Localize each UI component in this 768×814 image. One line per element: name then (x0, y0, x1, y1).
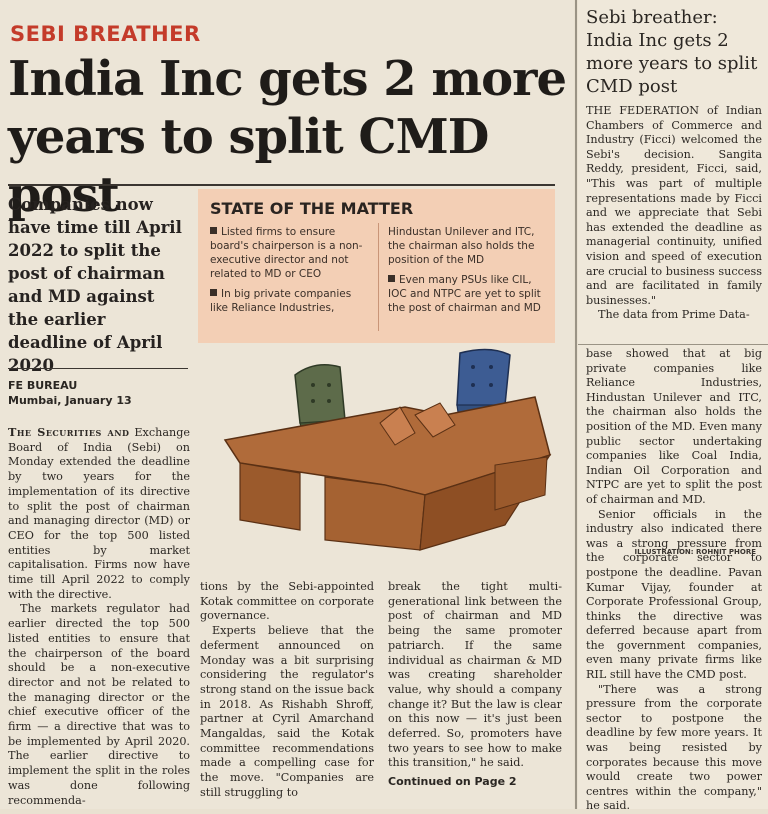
side-body-top: THE FEDERATION of Indian Chambers of Com… (586, 104, 762, 323)
bullet-icon (210, 289, 217, 296)
lead-caps: The Securities and (8, 425, 130, 439)
kicker: SEBI BREATHER (10, 22, 201, 46)
side-headline: Sebi breather: India Inc gets 2 more yea… (586, 7, 758, 97)
side-para-2a: The data from Prime Data- (598, 308, 750, 322)
box-bullet-1: Listed firms to ensure board's chairpers… (210, 226, 363, 280)
col2-para-2: Experts believe that the deferment annou… (200, 624, 374, 799)
col1-para-1: Exchange Board of India (Sebi) on Monday… (8, 426, 190, 601)
side-para-2b: base showed that at big private companie… (586, 347, 762, 506)
col2-para-1: tions by the Sebi-appointed Kotak commit… (200, 580, 374, 623)
state-of-matter-box: STATE OF THE MATTER Listed firms to ensu… (198, 189, 555, 343)
column-divider (575, 0, 577, 809)
deck-rule (8, 368, 188, 369)
side-para-3: Senior officials in the industry also in… (586, 507, 762, 682)
headline-line-1: India Inc gets 2 more (8, 51, 567, 107)
side-article (578, 0, 768, 809)
box-col-1: Listed firms to ensure board's chairpers… (210, 225, 370, 321)
bullet-icon (210, 227, 217, 234)
box-title: STATE OF THE MATTER (210, 199, 414, 218)
box-bullet-3: Even many PSUs like CIL, IOC and NTPC ar… (388, 274, 541, 314)
illustration-credit: ILLUSTRATION: ROHNIT PHORE (634, 548, 756, 556)
byline-bureau: FE BUREAU (8, 379, 78, 392)
headline-rule (8, 184, 555, 186)
box-col-2: Hindustan Unilever and ITC, the chairman… (388, 225, 543, 321)
continued-note: Continued on Page 2 (388, 775, 517, 788)
headline: India Inc gets 2 more years to split CMD… (8, 50, 568, 224)
side-para-4: "There was a strong pressure from the co… (586, 682, 762, 813)
box-bullet-2-cont: Hindustan Unilever and ITC, the chairman… (388, 226, 535, 266)
column-2: tions by the Sebi-appointed Kotak commit… (200, 580, 374, 801)
side-para-1: THE FEDERATION of Indian Chambers of Com… (586, 104, 762, 307)
column-3: break the tight multi-generational link … (388, 580, 562, 771)
side-divider (578, 344, 768, 345)
col3-para-1: break the tight multi-generational link … (388, 580, 562, 770)
column-1: The Securities and Exchange Board of Ind… (8, 425, 190, 808)
box-bullet-2: In big private companies like Reliance I… (210, 288, 352, 314)
side-body-bottom: base showed that at big private companie… (586, 347, 762, 814)
desk-illustration (223, 348, 552, 551)
headline-line-2: years to split CMD post (8, 109, 489, 223)
col1-para-2: The markets regulator had earlier direct… (8, 602, 190, 807)
byline: FE BUREAU Mumbai, January 13 (8, 378, 132, 408)
box-divider (378, 223, 379, 331)
byline-place: Mumbai, January 13 (8, 394, 132, 407)
deck: Companies now have time till April 2022 … (8, 195, 182, 375)
bullet-icon (388, 275, 395, 282)
